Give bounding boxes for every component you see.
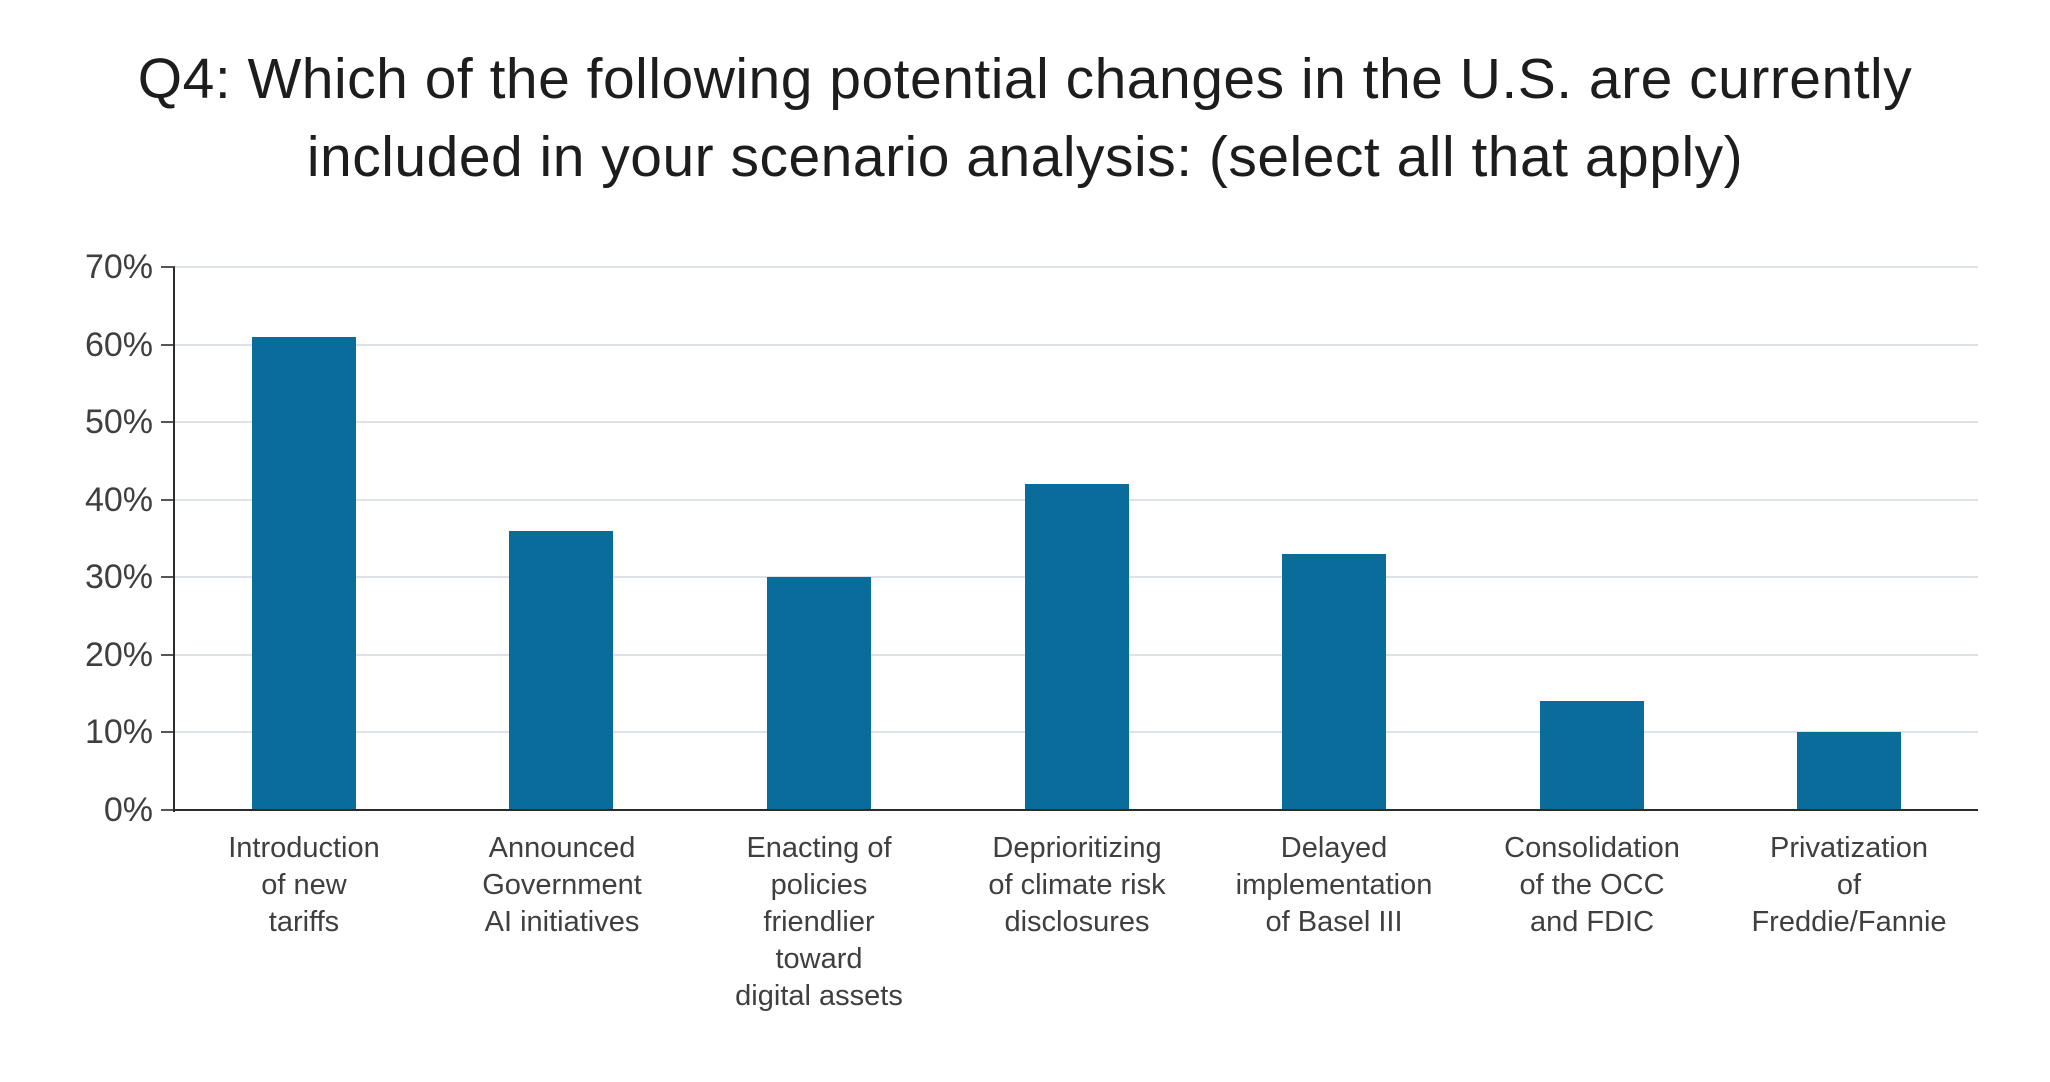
gridline [175,266,1978,268]
y-axis-tick [161,731,175,734]
y-axis-tick-label: 60% [84,325,153,364]
bar [767,577,871,810]
y-axis-tick [161,576,175,579]
x-axis-label: Introduction of new tariffs [228,832,380,938]
x-axis-label: Announced Government AI initiatives [482,832,642,938]
bar [1540,701,1644,810]
y-axis-tick-label: 30% [84,558,153,597]
y-axis-line [173,267,175,812]
y-axis-tick [161,498,175,501]
x-axis-line [173,809,1978,811]
x-axis-label: Enacting of policies friendlier toward d… [735,832,903,1012]
y-axis-tick [161,809,175,811]
y-axis-tick [161,266,175,268]
bar [1282,554,1386,810]
y-axis-tick-label: 0% [103,791,153,829]
bar [252,337,356,810]
x-axis-label: Delayed implementation of Basel III [1235,832,1433,938]
gridline [175,343,1978,346]
y-axis-tick-label: 10% [84,713,153,752]
x-axis-label: Privatization of Freddie/Fannie [1751,832,1947,938]
gridline [175,421,1978,424]
chart-title: Q4: Which of the following potential cha… [137,47,1913,189]
y-axis-tick-label: 50% [84,403,153,442]
y-axis-tick [161,343,175,346]
bar [509,531,613,810]
x-axis-label: Consolidation of the OCC and FDIC [1504,832,1680,938]
y-axis-tick [161,421,175,424]
bar [1797,732,1901,810]
y-axis-tick-label: 40% [84,480,153,519]
y-axis-tick-label: 20% [84,635,153,674]
bar [1025,484,1129,810]
x-axis-label: Deprioritizing of climate risk disclosur… [988,832,1166,938]
y-axis-tick-label: 70% [84,248,153,286]
y-axis-tick [161,653,175,656]
